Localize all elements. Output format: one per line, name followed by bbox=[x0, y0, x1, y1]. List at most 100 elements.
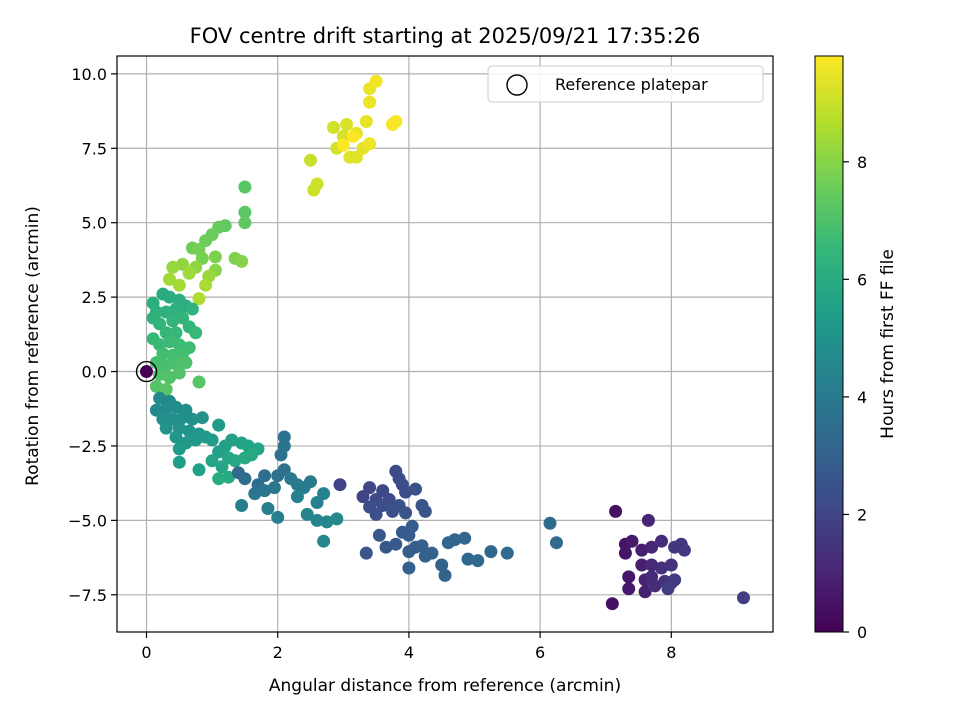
data-point bbox=[212, 472, 226, 486]
data-point bbox=[258, 469, 272, 483]
data-point bbox=[372, 528, 386, 542]
legend: Reference platepar bbox=[487, 65, 764, 103]
data-point bbox=[415, 539, 429, 553]
colorbar-tick-label: 8 bbox=[857, 153, 867, 172]
y-tick-label: −2.5 bbox=[68, 437, 107, 456]
x-tick-label: 8 bbox=[666, 643, 676, 662]
data-point bbox=[655, 561, 668, 575]
colorbar: 0 2 4 6 8 Hours from first FF file bbox=[814, 55, 898, 642]
data-point bbox=[438, 568, 452, 582]
data-point bbox=[336, 138, 350, 152]
data-point bbox=[317, 487, 331, 501]
data-point bbox=[169, 302, 183, 316]
axes: 0 2 4 6 8 −7.5 −5.0 −2.5 0.0 2.5 5.0 7.5 10.0 bbox=[68, 55, 774, 662]
colorbar-tick-label: 6 bbox=[857, 270, 867, 289]
colorbar-tick-label: 2 bbox=[857, 505, 867, 524]
data-point bbox=[235, 499, 249, 512]
data-point bbox=[182, 266, 196, 280]
data-point bbox=[363, 95, 377, 109]
data-point bbox=[448, 533, 462, 547]
colorbar-tick-label: 4 bbox=[857, 388, 867, 407]
data-point bbox=[304, 475, 317, 489]
data-point bbox=[149, 379, 163, 393]
data-point bbox=[258, 484, 272, 498]
legend-reference-marker bbox=[506, 74, 528, 96]
chart-title: FOV centre drift starting at 2025/09/21 … bbox=[190, 24, 701, 48]
data-point bbox=[333, 478, 347, 492]
data-point bbox=[166, 260, 180, 274]
data-point bbox=[277, 430, 291, 444]
data-point bbox=[176, 411, 190, 425]
y-tick-label: 0.0 bbox=[82, 363, 107, 382]
data-point bbox=[379, 540, 393, 554]
x-tick-label: 0 bbox=[141, 643, 151, 662]
data-point bbox=[320, 515, 334, 529]
data-point bbox=[169, 430, 183, 444]
data-point bbox=[622, 582, 636, 596]
data-point bbox=[609, 504, 623, 518]
data-point bbox=[189, 326, 203, 340]
colorbar-gradient bbox=[814, 55, 844, 633]
data-point bbox=[205, 433, 219, 447]
data-point bbox=[172, 366, 186, 380]
data-point bbox=[356, 490, 370, 504]
y-axis-label: Rotation from reference (arcmin) bbox=[23, 206, 43, 486]
reference-start-point bbox=[140, 365, 154, 379]
data-point bbox=[195, 411, 209, 425]
data-point bbox=[304, 153, 317, 167]
data-point bbox=[635, 558, 649, 572]
data-point bbox=[471, 554, 485, 568]
data-point bbox=[225, 433, 239, 447]
x-tick-label: 6 bbox=[535, 643, 545, 662]
data-point bbox=[166, 412, 180, 426]
data-point bbox=[340, 118, 354, 131]
data-point bbox=[192, 463, 206, 477]
data-point bbox=[376, 484, 390, 498]
legend-box bbox=[487, 65, 764, 103]
data-point bbox=[359, 546, 373, 560]
data-point bbox=[235, 254, 249, 268]
data-point bbox=[389, 537, 403, 551]
data-point bbox=[238, 472, 252, 486]
colorbar-ticks: 0 2 4 6 8 bbox=[843, 153, 867, 642]
y-tick-label: 7.5 bbox=[82, 139, 107, 158]
legend-label: Reference platepar bbox=[555, 75, 708, 94]
x-axis-label: Angular distance from reference (arcmin) bbox=[269, 676, 621, 696]
data-point bbox=[418, 504, 432, 518]
data-point bbox=[655, 534, 668, 548]
data-point bbox=[605, 597, 619, 611]
data-point bbox=[661, 582, 675, 596]
data-point bbox=[238, 216, 252, 230]
data-point bbox=[149, 403, 163, 417]
data-point bbox=[159, 402, 173, 416]
data-point bbox=[163, 371, 176, 384]
data-point bbox=[290, 490, 304, 504]
data-point bbox=[369, 507, 383, 521]
data-point bbox=[645, 540, 659, 554]
data-point bbox=[149, 356, 163, 370]
data-point bbox=[248, 487, 262, 501]
data-point bbox=[310, 496, 324, 509]
data-point bbox=[192, 292, 206, 306]
data-point bbox=[222, 470, 235, 484]
data-point bbox=[238, 205, 252, 219]
data-point bbox=[645, 558, 659, 572]
data-point bbox=[369, 74, 383, 88]
data-point bbox=[310, 513, 324, 527]
data-point bbox=[185, 302, 199, 316]
data-point bbox=[359, 115, 373, 128]
data-point bbox=[159, 382, 173, 396]
data-point bbox=[159, 359, 173, 373]
data-point bbox=[346, 129, 360, 143]
data-point bbox=[500, 546, 514, 560]
data-point bbox=[208, 250, 222, 264]
data-point bbox=[185, 412, 199, 426]
data-point bbox=[399, 506, 413, 520]
colorbar-tick-label: 0 bbox=[857, 623, 867, 642]
data-point bbox=[310, 177, 324, 191]
data-point bbox=[677, 543, 691, 557]
data-point bbox=[163, 290, 176, 304]
data-point bbox=[172, 442, 186, 456]
data-point bbox=[363, 137, 377, 151]
x-tick-label: 2 bbox=[273, 643, 283, 662]
